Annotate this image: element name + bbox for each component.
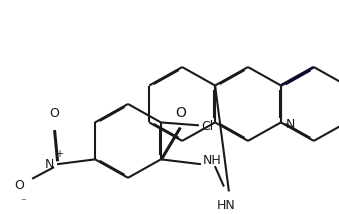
Text: Cl: Cl: [201, 120, 213, 133]
Text: O: O: [14, 179, 24, 192]
Text: N: N: [45, 158, 54, 171]
Text: HN: HN: [217, 199, 236, 212]
Text: ⁻: ⁻: [20, 197, 26, 207]
Text: +: +: [55, 150, 63, 159]
Text: NH: NH: [203, 154, 222, 167]
Text: N: N: [286, 118, 295, 131]
Text: O: O: [49, 107, 59, 119]
Text: O: O: [176, 106, 186, 120]
